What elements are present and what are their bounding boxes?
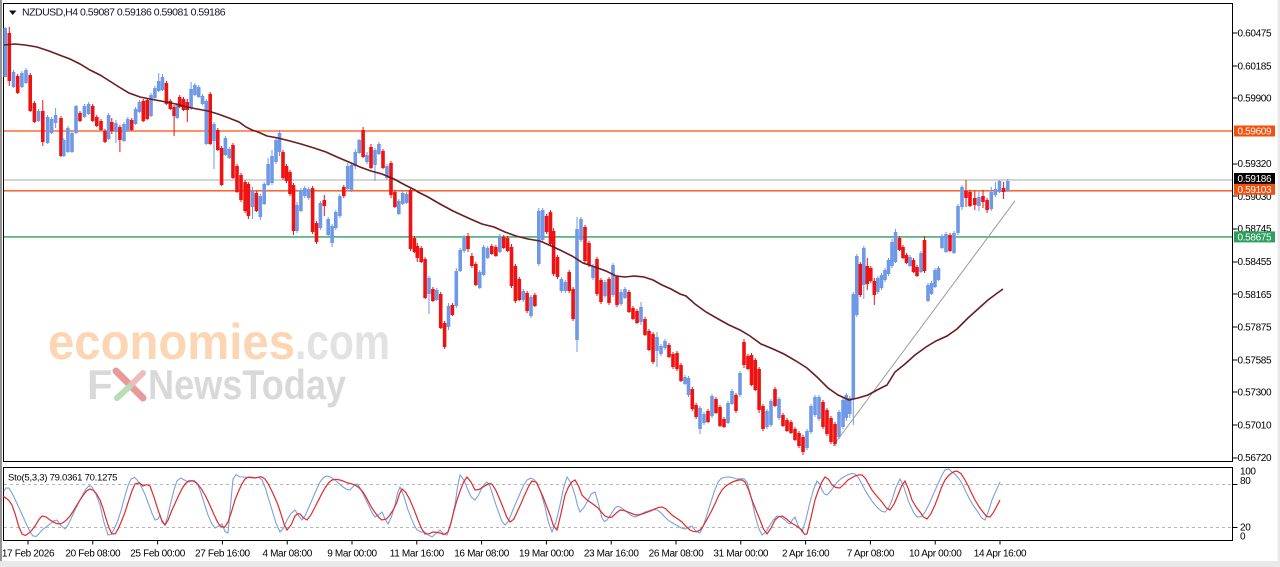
- svg-text:0.58165: 0.58165: [1238, 290, 1272, 301]
- svg-text:20: 20: [1240, 523, 1251, 534]
- svg-text:4 Mar 08:00: 4 Mar 08:00: [262, 549, 312, 560]
- svg-text:0.60475: 0.60475: [1238, 29, 1272, 40]
- svg-text:27 Feb 16:00: 27 Feb 16:00: [195, 549, 251, 560]
- svg-text:25 Feb 00:00: 25 Feb 00:00: [130, 549, 186, 560]
- svg-text:0: 0: [1240, 532, 1246, 543]
- svg-text:0.59609: 0.59609: [1238, 127, 1272, 138]
- svg-text:19 Mar 00:00: 19 Mar 00:00: [519, 549, 575, 560]
- svg-text:20 Feb 08:00: 20 Feb 08:00: [65, 549, 121, 560]
- svg-text:.com: .com: [295, 314, 390, 370]
- svg-text:2 Apr 16:00: 2 Apr 16:00: [782, 549, 830, 560]
- svg-text:NZDUSD,H4 0.59087 0.59186 0.5: NZDUSD,H4 0.59087 0.59186 0.59081 0.5918…: [22, 7, 226, 19]
- svg-text:0.59186: 0.59186: [1238, 174, 1272, 185]
- svg-text:10 Apr 00:00: 10 Apr 00:00: [909, 549, 962, 560]
- svg-text:16 Mar 08:00: 16 Mar 08:00: [454, 549, 510, 560]
- svg-text:26 Mar 08:00: 26 Mar 08:00: [649, 549, 705, 560]
- svg-text:0.59030: 0.59030: [1238, 192, 1272, 203]
- svg-text:100: 100: [1240, 467, 1256, 478]
- svg-text:9 Mar 00:00: 9 Mar 00:00: [327, 549, 377, 560]
- svg-text:0.57010: 0.57010: [1238, 420, 1272, 431]
- svg-text:11 Mar 16:00: 11 Mar 16:00: [390, 549, 445, 560]
- svg-text:17 Feb 2026: 17 Feb 2026: [2, 549, 55, 560]
- svg-text:0.59900: 0.59900: [1238, 94, 1272, 105]
- svg-text:0.56720: 0.56720: [1238, 453, 1272, 464]
- svg-text:0.59320: 0.59320: [1238, 159, 1272, 170]
- svg-text:0.57875: 0.57875: [1238, 323, 1272, 334]
- svg-text:7 Apr 08:00: 7 Apr 08:00: [847, 549, 895, 560]
- svg-text:0.58675: 0.58675: [1238, 232, 1272, 243]
- svg-text:80: 80: [1240, 476, 1251, 487]
- svg-text:23 Mar 16:00: 23 Mar 16:00: [584, 549, 640, 560]
- svg-text:0.58455: 0.58455: [1238, 257, 1272, 268]
- svg-text:0.59103: 0.59103: [1238, 185, 1272, 196]
- svg-text:31 Mar 00:00: 31 Mar 00:00: [713, 549, 769, 560]
- svg-text:Sto(5,3,3) 79.0361 70.1275: Sto(5,3,3) 79.0361 70.1275: [8, 473, 117, 484]
- svg-text:0.57585: 0.57585: [1238, 355, 1272, 366]
- svg-text:0.57300: 0.57300: [1238, 388, 1272, 399]
- svg-text:NewsToday: NewsToday: [148, 361, 347, 408]
- svg-text:14 Apr 16:00: 14 Apr 16:00: [974, 549, 1027, 560]
- svg-text:economies: economies: [48, 314, 295, 370]
- svg-text:0.60185: 0.60185: [1238, 61, 1272, 72]
- svg-text:0.58745: 0.58745: [1238, 224, 1272, 235]
- svg-text:F: F: [87, 361, 113, 408]
